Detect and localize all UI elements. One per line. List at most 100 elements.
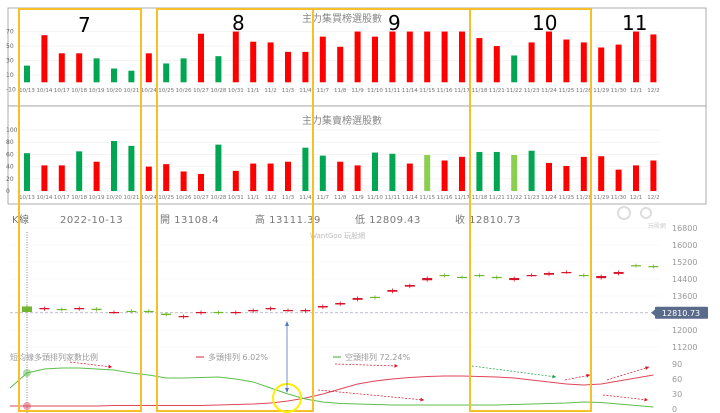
candle-11/11	[387, 290, 398, 292]
x-tick-label: 10/21	[123, 195, 139, 201]
bar-10/17	[58, 165, 65, 191]
series-line-多頭排列	[10, 374, 654, 407]
x-tick-label: 10/21	[123, 88, 139, 94]
candle-11/22	[509, 278, 520, 281]
x-tick-label: 11/28	[576, 195, 592, 201]
candle-10/27	[196, 312, 206, 314]
bar-11/10	[372, 36, 378, 83]
legend-bear[interactable]: 空頭排列 72.24%	[345, 352, 410, 362]
x-tick-label: 11/11	[384, 195, 400, 201]
bar-10/21	[128, 145, 135, 191]
x-tick-label: 11/24	[541, 88, 557, 94]
y-tick-label: 10	[6, 72, 14, 79]
annotation-box-8	[156, 8, 314, 412]
x-tick-label: 10/19	[89, 195, 105, 201]
price-tick-label: 13600	[672, 292, 697, 301]
y-tick-label: 50	[6, 43, 14, 50]
bar-10/19	[93, 161, 100, 191]
x-tick-label: 11/2	[264, 88, 276, 94]
bar-10/24	[145, 166, 152, 191]
bar-11/21	[493, 46, 500, 83]
x-tick-label: 11/30	[611, 195, 627, 201]
annotation-label-9: 9	[388, 11, 401, 35]
indicator-title: 短均線多頭排列家數比例	[10, 352, 98, 362]
logo-text: 玩股網	[648, 222, 666, 230]
candle-11/16	[439, 274, 450, 277]
bar-11/22	[511, 55, 518, 83]
bar-10/26	[180, 171, 187, 191]
x-tick-label: 11/17	[454, 195, 470, 201]
x-tick-label: 11/29	[593, 88, 609, 94]
bar-11/15	[424, 155, 431, 191]
bar-11/24	[546, 162, 552, 191]
x-tick-label: 11/30	[611, 88, 627, 94]
dashed-arrow	[69, 361, 113, 368]
candle-10/28	[213, 311, 224, 314]
x-tick-label: 12/1	[630, 195, 642, 201]
annotations: 7 8 9 10 11	[18, 8, 650, 413]
bar-11/2	[267, 163, 274, 191]
x-tick-label: 11/14	[402, 195, 418, 201]
bar-12/2	[650, 34, 657, 83]
price-tick-label: 12000	[672, 326, 697, 335]
x-tick-label: 11/7	[317, 88, 330, 94]
x-tick-label: 11/23	[524, 88, 540, 94]
dashed-arrow	[606, 366, 650, 381]
price-tick-label: 16800	[672, 224, 697, 233]
bar-10/31	[232, 31, 239, 83]
arrow-head	[645, 366, 649, 370]
bar-11/28	[580, 42, 587, 83]
candle-10/17	[56, 308, 67, 311]
x-tick-label: 10/25	[158, 195, 174, 201]
bar-10/27	[198, 173, 204, 191]
x-tick-label: 11/9	[351, 88, 364, 94]
bar-11/16	[441, 160, 448, 191]
y-tick-label: 60	[6, 151, 14, 158]
bar-10/18	[76, 53, 83, 83]
x-tick-label: 11/22	[506, 195, 522, 201]
bar-11/4	[302, 51, 309, 83]
dashed-arrow	[317, 389, 425, 401]
candle-11/1	[248, 310, 259, 312]
x-tick-label: 10/13	[19, 195, 35, 201]
bar-11/23	[528, 42, 535, 83]
x-tick-label: 10/27	[193, 88, 209, 94]
bar-11/15	[424, 31, 431, 83]
x-tick-label: 11/15	[419, 195, 435, 201]
bar-11/3	[285, 51, 291, 83]
bar-10/25	[163, 63, 170, 83]
indicator-tick-label: 0	[672, 405, 677, 413]
candle-10/26	[178, 315, 189, 318]
bar-11/21	[493, 151, 500, 191]
x-tick-label: 11/18	[471, 195, 487, 201]
bar-11/24	[546, 31, 552, 83]
price-tick-label: 11200	[672, 343, 697, 352]
x-tick-label: 11/2	[264, 195, 276, 201]
x-tick-label: 11/17	[454, 88, 470, 94]
candle-11/29	[596, 276, 607, 279]
bar-11/1	[250, 163, 257, 191]
candle-11/25	[561, 272, 572, 274]
x-tick-label: 11/29	[593, 195, 609, 201]
bar-11/9	[354, 31, 361, 83]
y-tick-label: 100	[6, 127, 18, 134]
x-tick-label: 11/22	[506, 88, 522, 94]
logo: 玩股網	[617, 206, 666, 230]
price-tick-label: 16000	[672, 241, 697, 250]
buy-chart-title: 主力集買榜選股數	[302, 12, 382, 25]
legend-bull[interactable]: 多頭排列 6.02%	[208, 352, 268, 362]
candle-10/13	[22, 306, 32, 313]
x-tick-label: 10/18	[71, 195, 87, 201]
bar-10/21	[128, 70, 135, 83]
candle-10/31	[230, 312, 241, 314]
candle-11/4	[300, 310, 311, 312]
bar-10/28	[215, 144, 222, 191]
candle-11/9	[352, 297, 363, 300]
kline-high: 高 13111.39	[255, 213, 321, 226]
x-tick-label: 11/16	[437, 195, 453, 201]
bar-11/10	[372, 152, 378, 191]
x-tick-label: 11/25	[558, 195, 574, 201]
x-tick-label: 10/13	[19, 88, 35, 94]
x-tick-label: 11/28	[576, 88, 592, 94]
x-tick-label: 11/21	[489, 195, 505, 201]
